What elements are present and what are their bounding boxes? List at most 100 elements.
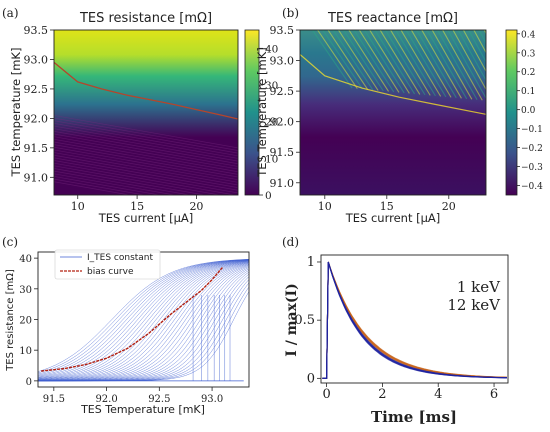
panel-a-colorbar-label: 30: [265, 80, 278, 92]
panel-a-stripes: [54, 115, 238, 195]
panel-c-xticks: 91.5 92.0 92.5 93.0: [43, 387, 223, 405]
panel-c-letter: (c): [2, 235, 18, 249]
panel-b-ytick-label: 93.0: [270, 55, 295, 68]
panel-b-stripe: [337, 30, 379, 91]
panel-a-transition-curve: [54, 61, 238, 120]
panel-d-xtick-label: 4: [434, 387, 442, 402]
panel-a-stripe: [54, 131, 238, 165]
panel-a-ytick-label: 92.0: [24, 112, 49, 125]
panel-c-constant-curve: [38, 259, 249, 377]
panel-b-ytick-label: 93.5: [270, 24, 295, 37]
panel-c-ylabel: TES resistance [mΩ]: [5, 269, 16, 372]
panel-a-ytick-label: 91.0: [24, 171, 49, 184]
panel-c-legend-constant-label: I_TES constant: [87, 253, 154, 263]
panel-c-yticks: 0 10 20 30 40: [19, 254, 38, 388]
panel-b-stripe: [379, 30, 421, 95]
panel-b-colorbar-label: −0.2: [521, 144, 543, 154]
panel-b-yticks: 91.0 91.5 92.0 92.5 93.0 93.5: [270, 24, 300, 190]
panel-b-xticks: 10 15 20: [318, 195, 456, 213]
panel-b-stripe: [410, 30, 452, 98]
panel-c-ytick-label: 20: [19, 316, 32, 327]
panel-b-ytick-label: 91.5: [270, 146, 295, 159]
panel-d-ylabel: I / max(I): [284, 283, 300, 356]
panel-b-stripe: [436, 30, 478, 101]
panel-a-xtick-label: 10: [71, 200, 85, 213]
panel-b-stripe: [364, 30, 405, 94]
panel-b-colorbar-label: 0.0: [521, 106, 536, 116]
panel-a-stripe: [54, 138, 238, 173]
panel-a-stripe: [54, 173, 177, 195]
panel-d-xtick-label: 6: [490, 387, 498, 402]
panel-c-constant-curve: [38, 260, 249, 381]
panel-c-legend: I_TES constant bias curve: [54, 249, 161, 280]
panel-a-stripe: [54, 162, 237, 195]
panel-d-pulse-12kev: [322, 261, 507, 379]
panel-b-stripe: [473, 30, 486, 54]
panel-b-letter: (b): [282, 6, 299, 20]
panel-b-stripe: [384, 30, 426, 96]
panel-b-colorbar: [505, 29, 518, 196]
panel-a-stripe: [54, 181, 132, 195]
panel-c-ytick-label: 40: [19, 254, 32, 265]
panel-d-yticks: 00.51: [294, 255, 321, 386]
panel-c-ytick-label: 30: [19, 285, 32, 296]
panel-c-xtick-label: 92.5: [148, 394, 170, 405]
panel-b-stripe: [400, 30, 442, 97]
panel-b-ytick-label: 92.5: [270, 85, 295, 98]
panel-a-yticks: 91.0 91.5 92.0 92.5 93.0 93.5: [24, 24, 54, 184]
panel-a-stripe: [54, 168, 207, 195]
panel-d-xtick-label: 2: [378, 387, 386, 402]
panel-d-ytick-label: 0: [307, 371, 315, 386]
panel-a-ytick-label: 91.5: [24, 142, 49, 155]
panel-a-stripe: [54, 133, 238, 167]
panel-c-constant-curve: [38, 259, 249, 379]
panel-c-constant-curve: [38, 259, 249, 372]
panel-b-stripe: [322, 30, 363, 90]
panel-b-stripe: [358, 30, 400, 93]
panel-a-stripe: [54, 154, 238, 188]
panel-a-stripe: [54, 157, 238, 191]
panel-a-ytick-label: 93.5: [24, 24, 49, 37]
panel-a-title: TES resistance [mΩ]: [79, 11, 212, 26]
panel-a-stripe: [54, 136, 238, 170]
panel-b-stripe: [468, 30, 486, 63]
panel-a-letter: (a): [2, 6, 19, 20]
panel-a-stripe: [54, 120, 238, 154]
panel-b-frame: [299, 29, 487, 196]
panel-c-constant-curve: [38, 259, 249, 375]
panel-b-transition-band: [300, 53, 486, 115]
panel-b-stripe: [447, 30, 486, 100]
panel-c-constant-curve: [38, 260, 249, 381]
panel-b-colorbar-label: 0.2: [521, 68, 535, 78]
panel-a-heatmap: [54, 30, 238, 195]
panel-a-stripe: [54, 146, 238, 181]
panel-c-constant-curve: [38, 260, 249, 380]
panel-c-constant-curve: [38, 260, 249, 380]
panel-d-legend-12kev: 12 keV: [447, 296, 501, 314]
panel-b-colorbar-label: −0.1: [521, 125, 543, 135]
panel-c-xtick-label: 93.0: [201, 394, 223, 405]
panel-d-frame: [320, 254, 509, 384]
panel-a-stripe: [54, 128, 238, 162]
panel-b-xlabel: TES current [μA]: [345, 211, 441, 225]
panel-a-stripe: [54, 125, 238, 159]
panel-b-stripe: [452, 30, 486, 91]
panel-b-stripe: [390, 30, 431, 96]
panel-a-colorbar-label: 40: [265, 43, 278, 55]
panel-a-colorbar-label: 20: [265, 117, 278, 129]
panel-b-xtick-label: 20: [442, 200, 456, 213]
panel-b-title: TES reactance [mΩ]: [327, 11, 458, 26]
panel-b-colorbar-label: 0.1: [521, 87, 535, 97]
panel-b-stripe: [327, 30, 369, 90]
panel-a-stripe: [54, 149, 238, 183]
panel-c: (c) 91.5 92.0 92.5 93.0 0 10 20 30 40 TES Tempe…: [2, 235, 250, 416]
panel-c-constant-curve: [38, 259, 249, 378]
panel-b-stripe: [353, 30, 395, 93]
panel-a-stripe: [54, 117, 238, 151]
panel-b-heatmap-field: [300, 30, 486, 195]
panel-b-colorbar-label: 0.4: [521, 30, 536, 40]
panel-b-stripe: [405, 30, 447, 98]
panel-c-xlabel: TES Temperature [mK]: [80, 403, 205, 416]
